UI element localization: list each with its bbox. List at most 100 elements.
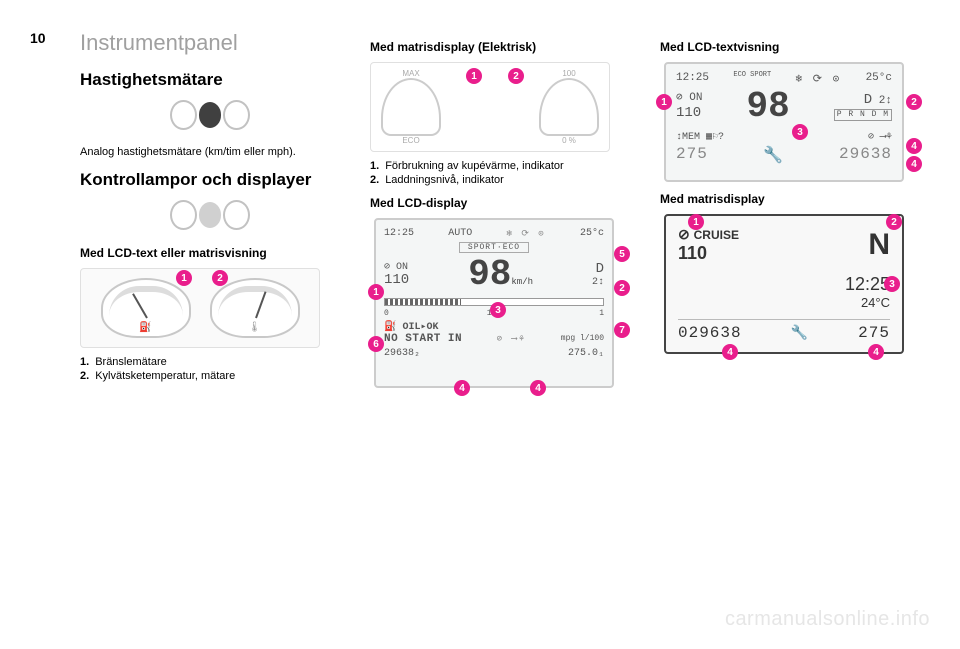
gauge-legend: 1.Bränslemätare 2.Kylvätsketemperatur, m… (80, 356, 340, 382)
callout-4a: 4 (906, 138, 922, 154)
figure-dual-gauge: ⛽ 🌡 1 2 (80, 268, 320, 348)
callout-3: 3 (792, 124, 808, 140)
column-3: Med LCD-textvisning 12:25 ECO SPORT ❄ ⟳ … (660, 30, 920, 396)
heading-lamps: Kontrollampor och displayer (80, 170, 340, 190)
elec-legend: 1.Förbrukning av kupévärme, indikator 2.… (370, 160, 630, 186)
subheading-lcd: Med LCD-display (370, 196, 630, 210)
callout-1: 1 (466, 68, 482, 84)
lcd-speed-unit: km/h (511, 278, 533, 287)
page-content: Instrumentpanel Hastighetsmätare Analog … (0, 0, 960, 396)
lcdt-temp: 25°c (866, 72, 892, 86)
matrix-cruise-val: 110 (678, 243, 739, 264)
matrix-cruise-label: CRUISE (694, 228, 739, 242)
temp-gauge: 🌡 (210, 278, 300, 338)
dual-gauge-panel: ⛽ 🌡 (80, 268, 320, 348)
lcdt-speed: 98 (747, 86, 790, 127)
lcd-oil: ⛽ OIL▸OK (384, 321, 604, 333)
lcdtext-panel: 12:25 ECO SPORT ❄ ⟳ ⊙ 25°c ⊘ ON 110 98 D… (664, 62, 904, 182)
callout-1: 1 (176, 270, 192, 286)
figure-elec-gauge: MAX ECO 100 0 % 1 2 (370, 62, 610, 152)
lcd-gear-num: 2↕ (592, 277, 604, 288)
matrix-clock: 12:25 (678, 274, 890, 295)
lcdt-seg-left: 275 (676, 145, 708, 165)
mid-labels (441, 69, 539, 145)
label-0pct: 0 % (562, 136, 576, 145)
callout-2: 2 (508, 68, 524, 84)
fuel-icon: ⛽ (139, 322, 151, 333)
lcdt-time: 12:25 (676, 72, 709, 86)
subheading-lcdtext: Med LCD-text eller matrisvisning (80, 246, 340, 260)
charge-wing (539, 78, 599, 136)
figure-lcdtext: 12:25 ECO SPORT ❄ ⟳ ⊙ 25°c ⊘ ON 110 98 D… (664, 62, 914, 182)
legend-item-1: 1.Förbrukning av kupévärme, indikator (370, 160, 630, 172)
lcdt-right-icons: ⊘ ⟶⚘ (868, 131, 892, 143)
callout-2: 2 (212, 270, 228, 286)
legend-item-1: 1.Bränslemätare (80, 356, 340, 368)
lcd-speed: 98 (468, 254, 511, 295)
page-number: 10 (30, 30, 46, 46)
fuel-gauge: ⛽ (101, 278, 191, 338)
speedometer-caption: Analog hastighetsmätare (km/tim eller mp… (80, 146, 340, 158)
callout-1: 1 (656, 94, 672, 110)
callout-4b: 4 (530, 380, 546, 396)
lcdt-wrench-icon: 🔧 (763, 145, 784, 165)
lcdt-cruise-on: ⊘ ON (676, 92, 702, 105)
legend-item-2: 2.Kylvätsketemperatur, mätare (80, 370, 340, 382)
lcd-iconrow: ❄ ⟳ ⊙ (507, 229, 546, 239)
temp-icon: 🌡 (248, 322, 261, 333)
callout-4a: 4 (722, 344, 738, 360)
matrix-trip: 275 (858, 324, 890, 342)
section-title: Instrumentpanel (80, 30, 340, 56)
heading-speedometer: Hastighetsmätare (80, 70, 340, 90)
subheading-elektrisk: Med matrisdisplay (Elektrisk) (370, 40, 630, 54)
label-100: 100 (562, 69, 575, 78)
lcdt-gearbox: P R N D M (834, 109, 892, 121)
callout-5: 5 (614, 246, 630, 262)
lcd-nostart-icons: ⊘ ⟶⚘ (497, 334, 527, 344)
column-2: Med matrisdisplay (Elektrisk) MAX ECO 10… (370, 30, 630, 396)
lcdt-iconrow: ❄ ⟳ ⊙ (796, 72, 842, 86)
heater-wing (381, 78, 441, 136)
lcd-gear-d: D (592, 262, 604, 277)
watermark: carmanualsonline.info (725, 608, 930, 631)
callout-4b: 4 (906, 156, 922, 172)
callout-3: 3 (884, 276, 900, 292)
lcd-auto: AUTO (448, 228, 472, 239)
callout-7: 7 (614, 322, 630, 338)
figure-matrix: ⊘ CRUISE 110 N 12:25 24°C 029638 🔧 275 1… (664, 214, 914, 354)
label-max: MAX (402, 69, 419, 78)
callout-3: 3 (490, 302, 506, 318)
dial-center-light (199, 202, 222, 228)
lcd-range-val: 110 (384, 273, 409, 288)
lcd-sporteco: SPORT·ECO (459, 242, 529, 253)
lcd-nostart: NO START IN (384, 333, 462, 345)
lamps-icon (170, 200, 250, 236)
lcdt-eco: ECO SPORT (733, 72, 771, 86)
legend-item-2: 2.Laddningsnivå, indikator (370, 174, 630, 186)
lcdt-cruise-val: 110 (676, 105, 702, 122)
column-1: Instrumentpanel Hastighetsmätare Analog … (80, 30, 340, 396)
dial-right (223, 200, 250, 230)
callout-2: 2 (906, 94, 922, 110)
callout-6: 6 (368, 336, 384, 352)
label-eco: ECO (402, 136, 419, 145)
matrix-temp: 24°C (678, 295, 890, 310)
lcd-mpg: mpg l/100 (561, 335, 604, 343)
matrix-odo: 029638 (678, 324, 742, 342)
lcdt-gear-d: D (864, 92, 872, 108)
callout-2: 2 (886, 214, 902, 230)
dial-center-dark (199, 102, 222, 128)
dial-right (223, 100, 250, 130)
lcd-time: 12:25 (384, 228, 414, 239)
callout-4b: 4 (868, 344, 884, 360)
callout-1: 1 (688, 214, 704, 230)
subheading-matris: Med matrisdisplay (660, 192, 920, 206)
subheading-lcdtextvisning: Med LCD-textvisning (660, 40, 920, 54)
callout-2: 2 (614, 280, 630, 296)
lcdt-gear-num: 2↕ (879, 95, 892, 107)
dial-left (170, 200, 197, 230)
wrench-icon: 🔧 (791, 325, 809, 342)
elec-gauge-panel: MAX ECO 100 0 % (370, 62, 610, 152)
lcd-trip: 275.0₁ (568, 348, 604, 359)
matrix-panel: ⊘ CRUISE 110 N 12:25 24°C 029638 🔧 275 (664, 214, 904, 354)
